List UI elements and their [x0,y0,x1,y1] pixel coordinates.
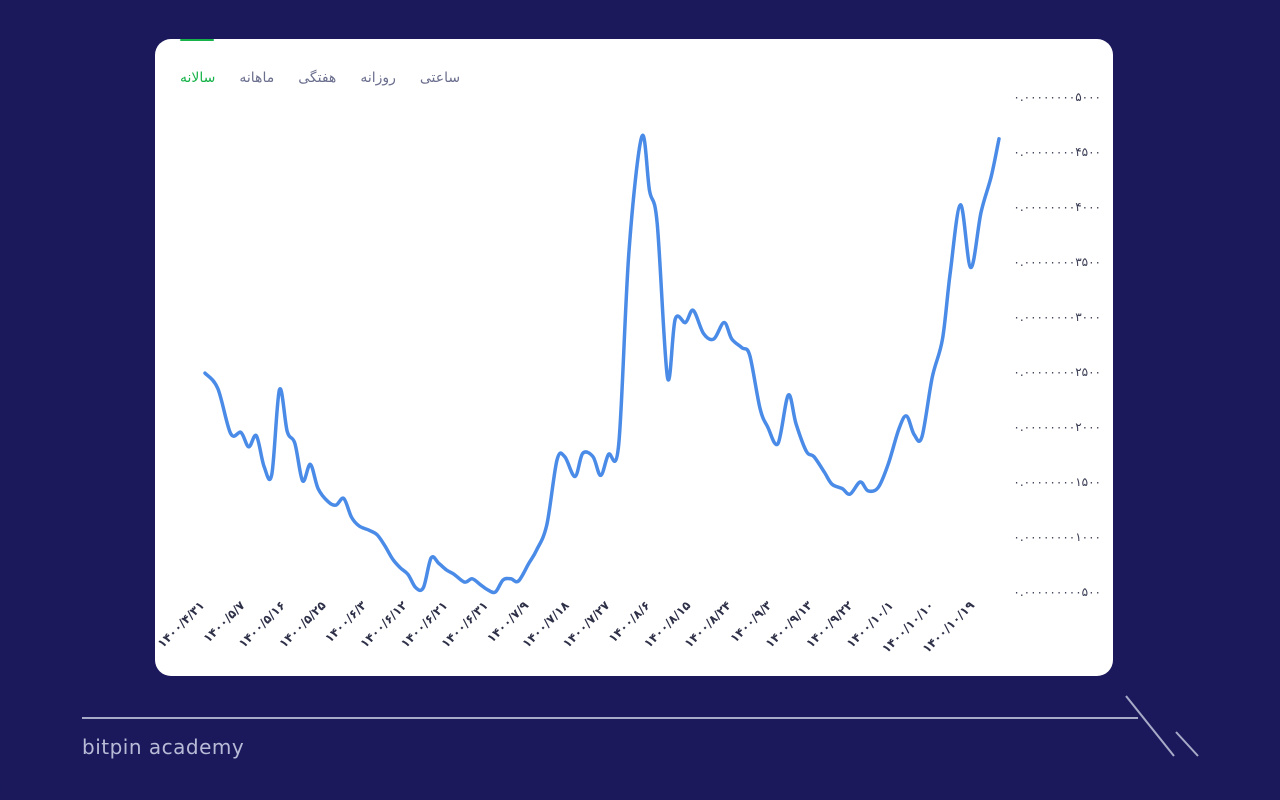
tab-1[interactable]: روزانه [360,70,396,86]
decorative-slash-lines [1125,695,1199,757]
tab-0[interactable]: ساعتی [419,70,461,86]
tab-2[interactable]: هفتگی [298,70,337,86]
y-tick-label: ۰.۰۰۰۰۰۰۰۰۱۵۰۰ [1013,475,1101,489]
timeframe-tabs: سالانه ماهانه هفتگی روزانه ساعتی [180,66,460,90]
chart-card [155,39,1113,676]
active-tab-indicator [180,39,214,41]
y-tick-label: ۰.۰۰۰۰۰۰۰۰۱۰۰۰ [1013,530,1101,544]
y-tick-label: ۰.۰۰۰۰۰۰۰۰۳۵۰۰ [1013,255,1101,269]
tab-4[interactable]: سالانه [180,70,216,86]
y-tick-label: ۰.۰۰۰۰۰۰۰۰۰۵۰۰ [1013,585,1101,599]
tab-3[interactable]: ماهانه [239,70,275,86]
y-tick-label: ۰.۰۰۰۰۰۰۰۰۴۰۰۰ [1013,200,1101,214]
y-tick-label: ۰.۰۰۰۰۰۰۰۰۲۵۰۰ [1013,365,1101,379]
y-tick-label: ۰.۰۰۰۰۰۰۰۰۴۵۰۰ [1013,145,1101,159]
footer-divider [82,717,1138,719]
y-tick-label: ۰.۰۰۰۰۰۰۰۰۲۰۰۰ [1013,420,1101,434]
price-series-line [203,133,1001,595]
y-tick-label: ۰.۰۰۰۰۰۰۰۰۳۰۰۰ [1013,310,1101,324]
brand-label: bitpin academy [82,735,245,759]
y-tick-label: ۰.۰۰۰۰۰۰۰۰۵۰۰۰ [1013,90,1101,104]
x-tick-label: ۱۴۰۰/۴/۳۱ [155,598,207,650]
